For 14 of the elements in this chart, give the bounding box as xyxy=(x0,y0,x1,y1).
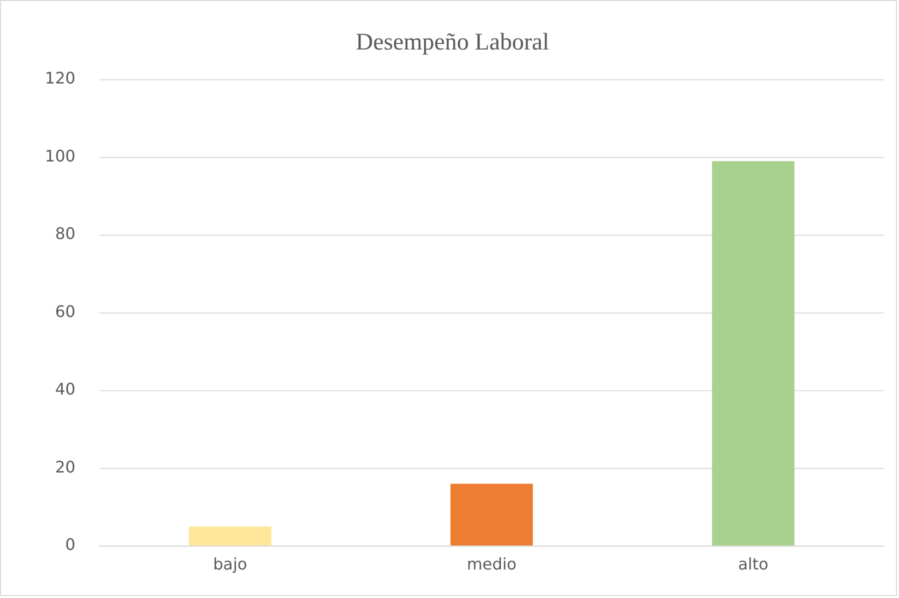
y-tick-label: 60 xyxy=(55,302,76,321)
y-tick-label: 20 xyxy=(55,457,76,476)
x-tick-label: alto xyxy=(738,554,768,574)
bar xyxy=(712,161,794,546)
bar xyxy=(450,484,533,546)
x-tick-label: medio xyxy=(466,554,517,574)
y-tick-label: 0 xyxy=(65,535,76,554)
y-tick-label: 80 xyxy=(55,224,76,244)
y-tick-label: 120 xyxy=(44,68,76,88)
x-tick-label: bajo xyxy=(213,554,248,574)
chart-title: Desempeño Laboral xyxy=(356,30,550,56)
y-tick-label: 100 xyxy=(44,146,76,166)
y-tick-label: 40 xyxy=(55,380,76,399)
bar xyxy=(188,526,272,546)
